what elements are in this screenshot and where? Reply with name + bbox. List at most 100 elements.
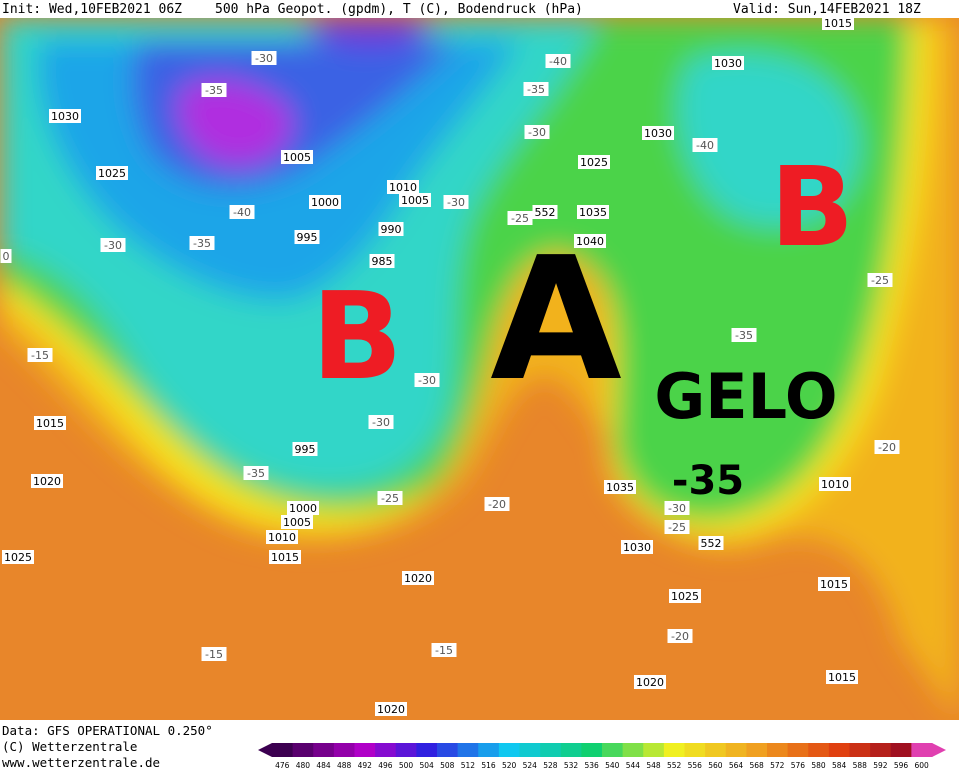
colorbar-label: 544	[626, 761, 641, 770]
colorbar-swatch	[767, 743, 789, 757]
colorbar-swatch	[540, 743, 562, 757]
temperature-label: -30	[528, 126, 546, 139]
isobar-label: 1030	[51, 110, 79, 123]
isobar-label-box	[49, 109, 81, 123]
colorbar-swatch	[333, 743, 355, 757]
isobar-label: 1010	[268, 531, 296, 544]
isobar-label: 1005	[283, 516, 311, 529]
colorbar-label: 540	[605, 761, 620, 770]
colorbar: 476 480 484 488 492 496 500 504 508 512 516 520 524 5…	[258, 743, 946, 770]
colorbar-label: 564	[729, 761, 744, 770]
temperature-label: -35	[735, 329, 753, 342]
isobar-label-box	[621, 540, 653, 554]
temperature-label-box	[484, 497, 510, 511]
isobar-label: 995	[295, 443, 316, 456]
colorbar-label: 596	[894, 761, 909, 770]
isobar-label-box	[399, 193, 431, 207]
colorbar-label: 548	[646, 761, 661, 770]
colorbar-label: 532	[564, 761, 579, 770]
isobar-label-box	[266, 530, 298, 544]
temperature-label-box	[545, 54, 571, 68]
temperature-label-box	[731, 328, 757, 342]
colorbar-swatch	[808, 743, 830, 757]
colorbar-swatch	[313, 743, 335, 757]
temperature-label-box	[443, 195, 469, 209]
colorbar-swatch	[602, 743, 624, 757]
isobar-label: 1000	[289, 502, 317, 515]
colorbar-arrow	[258, 743, 272, 757]
temperature-label: -40	[233, 206, 251, 219]
colorbar-label: 588	[853, 761, 868, 770]
colorbar-arrow	[932, 743, 946, 757]
temperature-label: -30	[418, 374, 436, 387]
colorbar-swatch	[911, 743, 933, 757]
temperature-label: -30	[372, 416, 390, 429]
isobar-label-box	[532, 205, 558, 219]
temperature-label: -35	[193, 237, 211, 250]
isobar-label-box	[34, 416, 66, 430]
temperature-label-box	[524, 125, 550, 139]
isobar-label-box	[578, 155, 610, 169]
isobar-label-box	[31, 474, 63, 488]
isobar-label: 1015	[36, 417, 64, 430]
temperature-label-box	[414, 373, 440, 387]
colorbar-label: 524	[523, 761, 538, 770]
colorbar-label: 516	[481, 761, 496, 770]
temperature-label-box	[251, 51, 277, 65]
temperature-label-box	[201, 647, 227, 661]
temperature-label: -25	[871, 274, 889, 287]
isobar-label-box	[818, 577, 850, 591]
colorbar-label: 572	[770, 761, 785, 770]
temperature-label-box	[692, 138, 718, 152]
colorbar-label: 600	[915, 761, 930, 770]
colorbar-swatch	[560, 743, 582, 757]
colorbar-label: 584	[832, 761, 847, 770]
colorbar-label: 512	[461, 761, 476, 770]
temperature-label: -25	[381, 492, 399, 505]
temperature-label: -35	[205, 84, 223, 97]
temperature-label: 0	[3, 250, 10, 263]
colorbar-label: 536	[585, 761, 600, 770]
temperature-label: -20	[488, 498, 506, 511]
isobar-label-box	[369, 254, 395, 268]
copyright: (C) Wetterzentrale	[2, 739, 137, 754]
colorbar-swatch	[828, 743, 850, 757]
temperature-label-box	[664, 520, 690, 534]
temperature-label: -15	[205, 648, 223, 661]
temperature-label-box	[377, 491, 403, 505]
map-title: 500 hPa Geopot. (gpdm), T (C), Bodendruc…	[215, 2, 583, 17]
isobar-label: 1020	[636, 676, 664, 689]
colorbar-swatch	[292, 743, 314, 757]
temperature-label-box	[507, 211, 533, 225]
temperature-label-box	[523, 82, 549, 96]
isobar-label: 1015	[824, 17, 852, 30]
isobar-label-box	[574, 234, 606, 248]
colorbar-label: 580	[811, 761, 826, 770]
isobar-label: 1000	[311, 196, 339, 209]
isobar-label: 1020	[404, 572, 432, 585]
isobar-label: 1015	[828, 671, 856, 684]
isobar-label-box	[712, 56, 744, 70]
isobar-label: 1005	[401, 194, 429, 207]
isobar-label-box	[819, 477, 851, 491]
temperature-label: -35	[247, 467, 265, 480]
temperature-label: -30	[255, 52, 273, 65]
temperature-label-box	[100, 238, 126, 252]
colorbar-label: 556	[688, 761, 703, 770]
temperature-label-box	[229, 205, 255, 219]
colorbar-label: 568	[750, 761, 765, 770]
colorbar-swatch	[890, 743, 912, 757]
temperature-label: -15	[31, 349, 49, 362]
isobar-label: 1025	[98, 167, 126, 180]
colorbar-label: 488	[337, 761, 352, 770]
isobar-label-box	[2, 550, 34, 564]
init-time: Init: Wed,10FEB2021 06Z	[2, 2, 182, 17]
isobar-label: 1020	[377, 703, 405, 716]
data-source: Data: GFS OPERATIONAL 0.250°	[2, 723, 213, 738]
isobar-label: 1030	[623, 541, 651, 554]
isobar-label: 1005	[283, 151, 311, 164]
temperature-label-box	[27, 348, 53, 362]
isobar-label: 995	[297, 231, 318, 244]
header-bar	[0, 0, 959, 18]
